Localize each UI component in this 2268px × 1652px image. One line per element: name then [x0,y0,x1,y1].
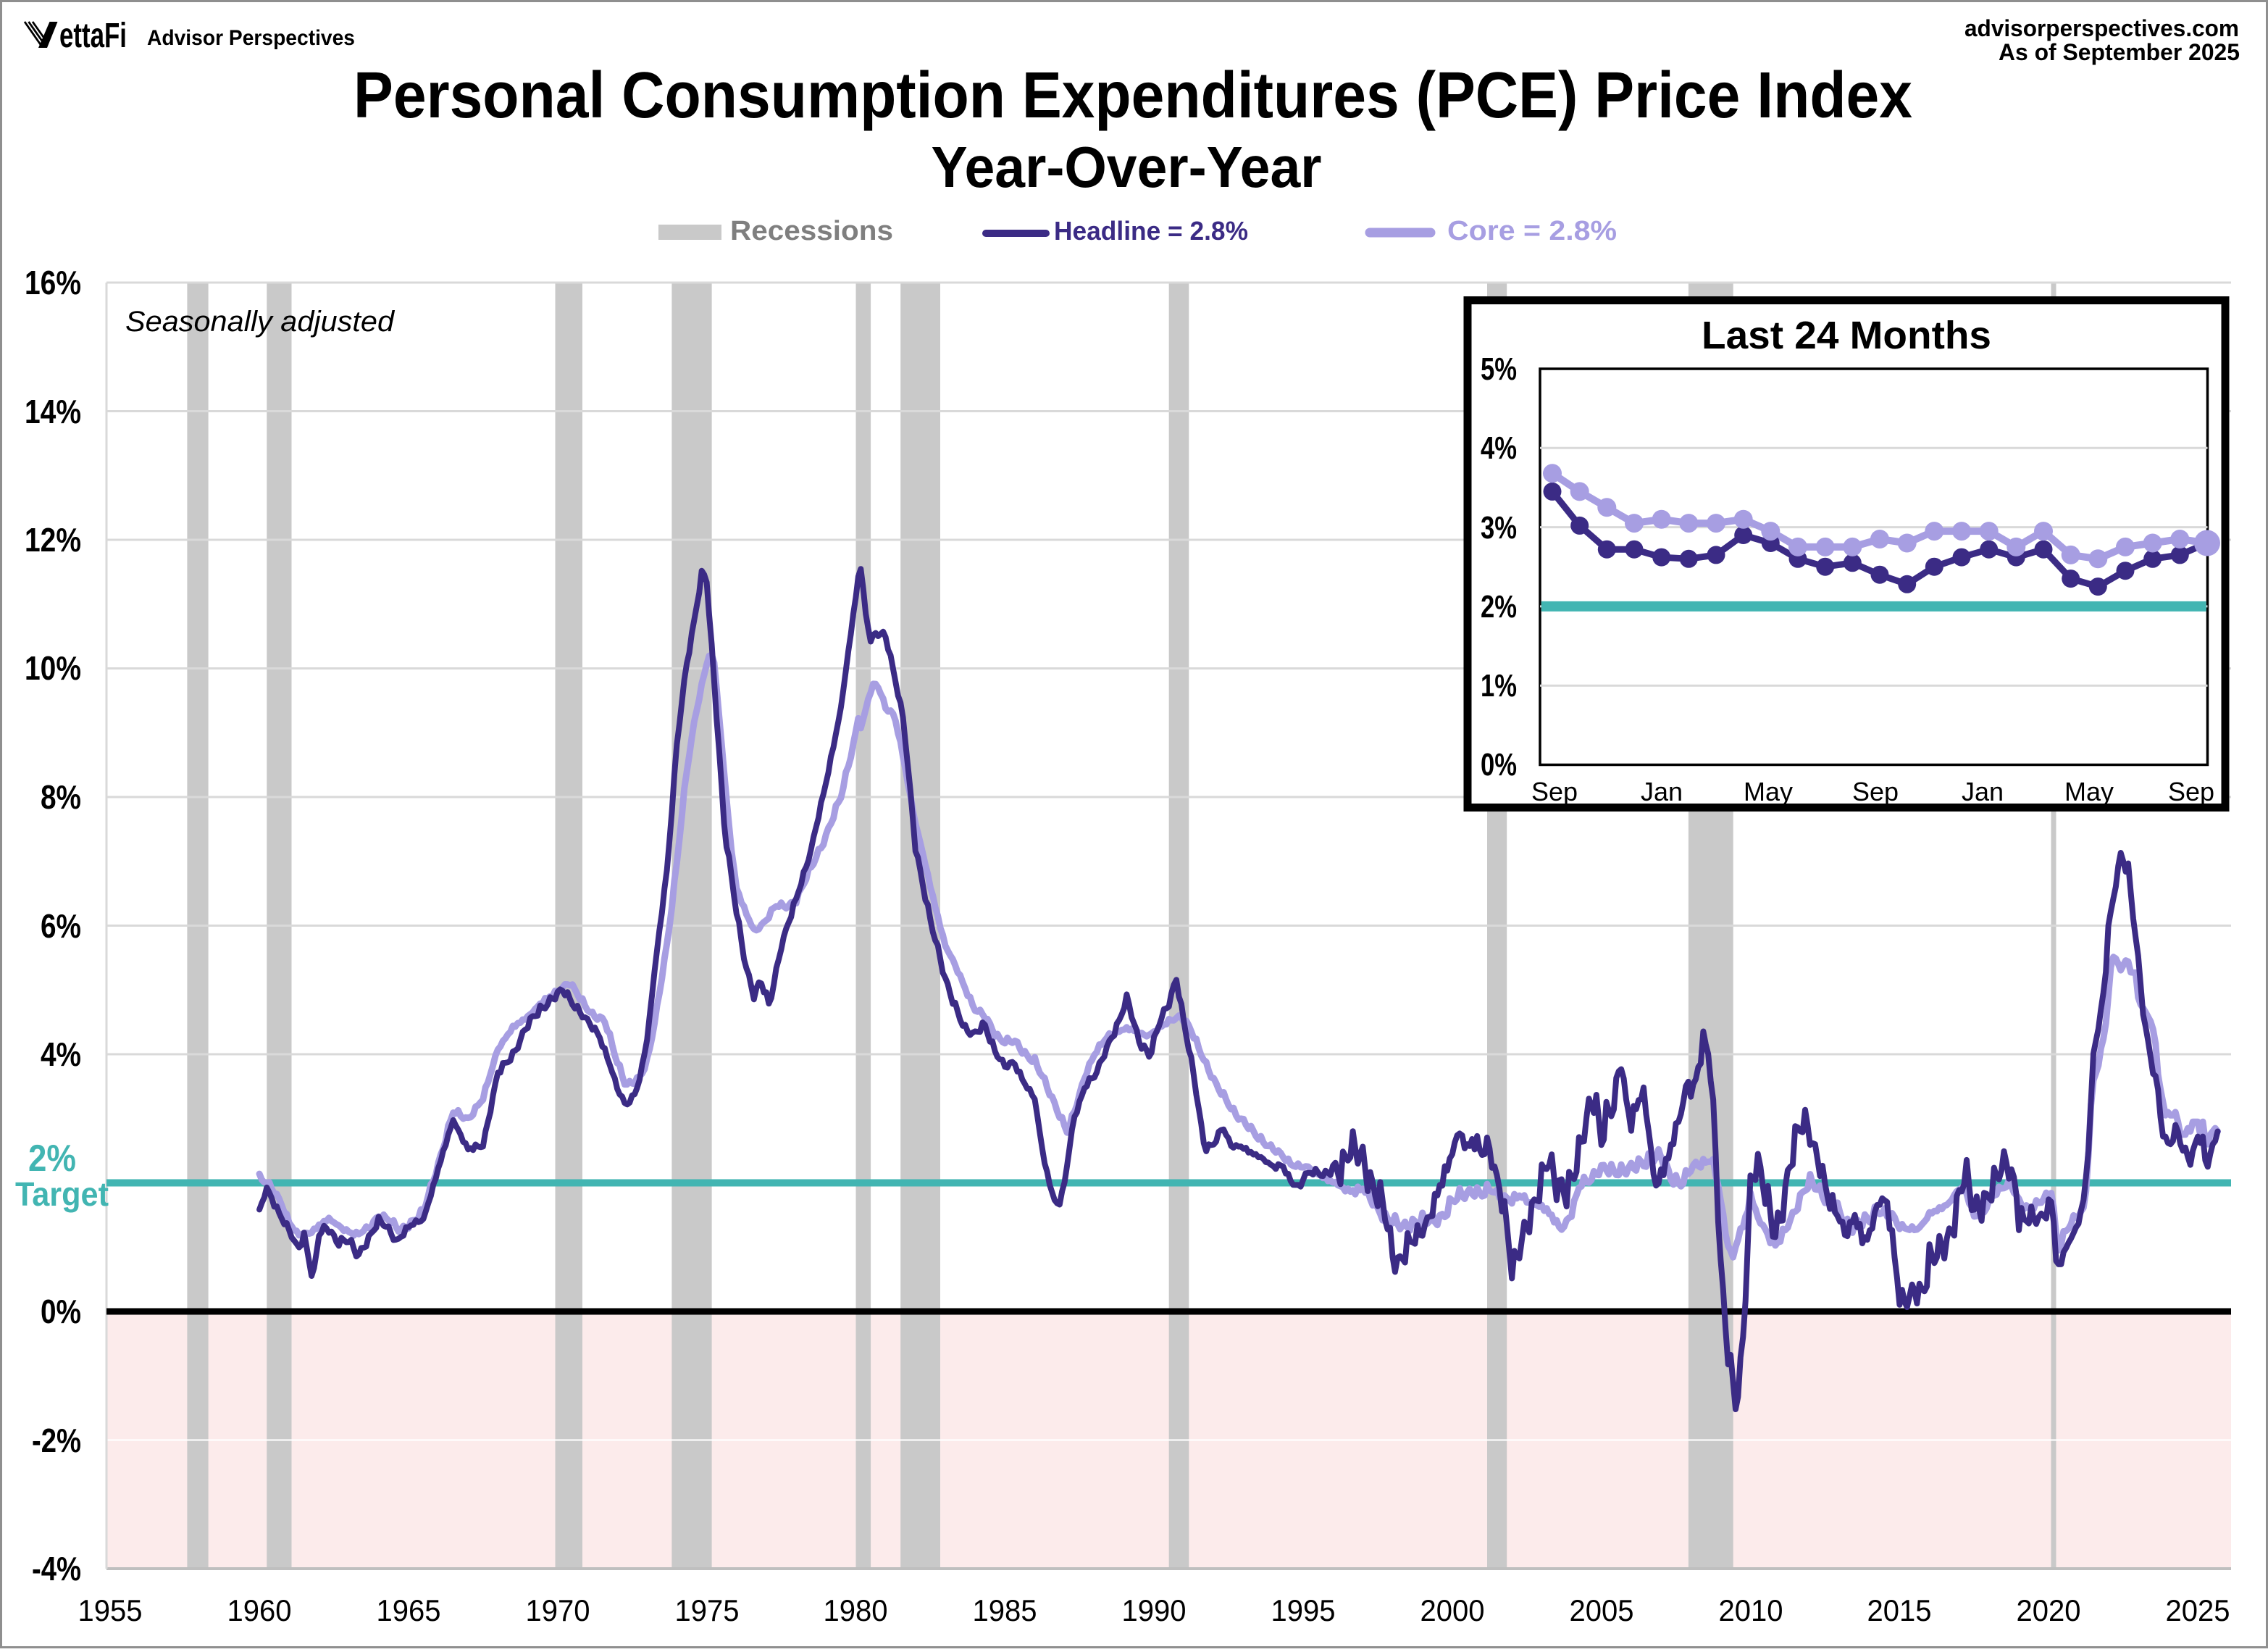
svg-text:Seasonally adjusted: Seasonally adjusted [125,306,396,338]
svg-text:Last 24 Months: Last 24 Months [1702,314,1991,357]
svg-text:Headline = 2.8%: Headline = 2.8% [1054,216,1248,246]
svg-text:2025: 2025 [2166,1593,2230,1627]
svg-text:Sep: Sep [2168,777,2214,806]
svg-text:Year-Over-Year: Year-Over-Year [932,135,1322,199]
svg-text:10%: 10% [25,649,81,687]
svg-text:4%: 4% [1481,430,1517,466]
svg-text:6%: 6% [41,907,81,945]
svg-text:2005: 2005 [1570,1593,1634,1627]
svg-text:May: May [1744,777,1793,806]
svg-text:3%: 3% [1481,510,1517,546]
svg-text:May: May [2064,777,2114,806]
svg-text:8%: 8% [41,778,81,816]
svg-text:Personal Consumption Expenditu: Personal Consumption Expenditures (PCE) … [353,59,1912,132]
svg-text:2%: 2% [1481,589,1517,625]
svg-text:Sep: Sep [1531,777,1578,806]
svg-text:2%: 2% [28,1138,76,1180]
svg-text:5%: 5% [1481,351,1517,387]
svg-text:Jan: Jan [1641,777,1683,806]
svg-text:1%: 1% [1481,668,1517,704]
svg-text:1995: 1995 [1271,1593,1336,1627]
svg-text:1980: 1980 [824,1593,888,1627]
svg-text:2000: 2000 [1420,1593,1485,1627]
svg-text:1985: 1985 [973,1593,1037,1627]
svg-text:Core = 2.8%: Core = 2.8% [1447,216,1617,246]
svg-text:Target: Target [15,1175,109,1213]
svg-text:-4%: -4% [32,1550,81,1588]
svg-text:-2%: -2% [32,1422,81,1459]
svg-text:Sep: Sep [1852,777,1899,806]
svg-text:Advisor Perspectives: Advisor Perspectives [147,26,355,50]
svg-text:As of September 2025: As of September 2025 [1999,39,2240,65]
svg-text:4%: 4% [41,1035,81,1073]
svg-text:14%: 14% [25,393,81,430]
svg-text:16%: 16% [25,264,81,301]
svg-text:ettaFi: ettaFi [59,17,127,55]
svg-text:2010: 2010 [1719,1593,1783,1627]
svg-text:Recessions: Recessions [730,216,893,246]
svg-text:1955: 1955 [78,1593,143,1627]
svg-text:0%: 0% [41,1293,81,1330]
svg-text:0%: 0% [1481,747,1517,783]
svg-text:1990: 1990 [1122,1593,1187,1627]
svg-text:2015: 2015 [1867,1593,1932,1627]
svg-text:1960: 1960 [227,1593,292,1627]
svg-text:12%: 12% [25,521,81,559]
svg-text:2020: 2020 [2017,1593,2081,1627]
svg-text:1970: 1970 [526,1593,590,1627]
svg-text:Jan: Jan [1962,777,2004,806]
svg-text:1965: 1965 [377,1593,441,1627]
svg-text:advisorperspectives.com: advisorperspectives.com [1964,15,2239,41]
svg-text:1975: 1975 [675,1593,740,1627]
